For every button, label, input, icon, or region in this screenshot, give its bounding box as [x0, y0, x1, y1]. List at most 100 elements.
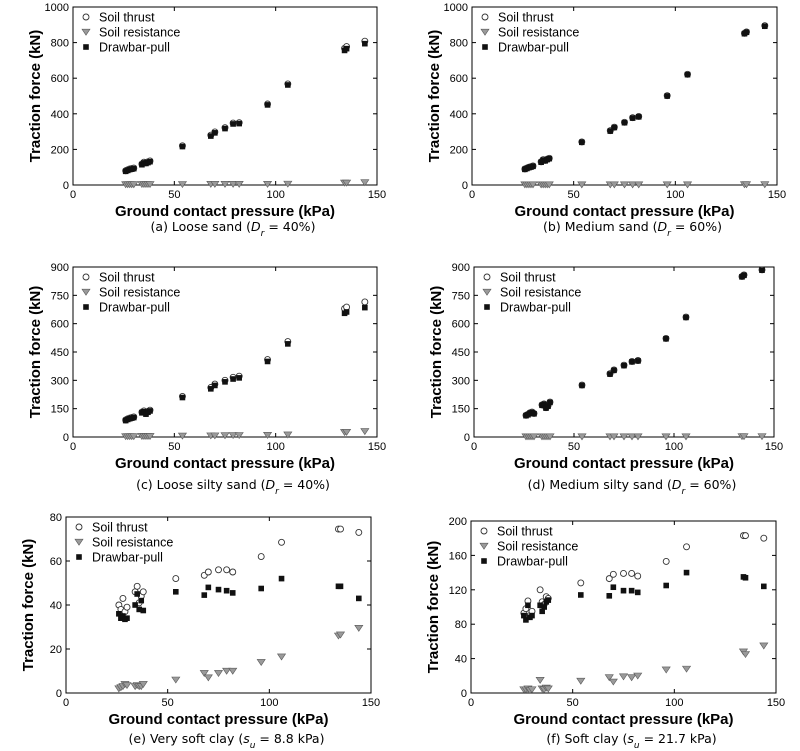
series-drawbar-pull — [522, 23, 768, 173]
legend-label: Drawbar-pull — [99, 301, 170, 315]
soil-resistance-point — [661, 433, 671, 441]
soil-resistance-point — [256, 659, 266, 666]
series-drawbar-pull — [122, 40, 368, 175]
y-tick-label: 20 — [50, 644, 62, 656]
legend-item: Soil thrust — [82, 11, 155, 25]
soil-thrust-point — [278, 538, 285, 546]
soil-resistance-point — [262, 181, 273, 188]
series-soil-thrust — [115, 525, 363, 616]
soil-thrust-point — [204, 568, 212, 576]
soil-resistance-point — [577, 181, 587, 189]
x-tick-label: 150 — [368, 441, 386, 453]
legend-label: Soil thrust — [500, 271, 556, 285]
legend-label: Soil thrust — [99, 11, 155, 25]
drawbar-pull-point — [173, 589, 179, 595]
legend-marker-soil-resistance — [74, 538, 84, 546]
drawbar-pull-point — [607, 128, 614, 134]
caption-sub: r — [682, 487, 687, 497]
legend-label: Soil thrust — [92, 521, 148, 535]
legend-marker-soil-thrust — [82, 273, 90, 281]
drawbar-pull-point — [285, 82, 291, 88]
y-tick-label: 750 — [51, 290, 69, 302]
drawbar-pull-point — [337, 583, 344, 590]
y-tick-label: 600 — [452, 319, 470, 331]
y-tick-label: 120 — [449, 585, 467, 597]
x-tick-label: 100 — [666, 189, 684, 201]
soil-resistance-point — [757, 433, 767, 441]
drawbar-pull-point — [683, 314, 689, 321]
caption-suffix: = 60%) — [685, 477, 736, 492]
chart-panel-c: 0 50 100 150 0 150 300 450 600 750 900 Ground conta… — [27, 262, 386, 497]
soil-resistance-point — [661, 666, 671, 674]
drawbar-pull-point — [521, 612, 527, 619]
y-axis-label: Traction force (kN) — [426, 30, 443, 163]
legend-marker-soil-resistance — [482, 288, 492, 296]
drawbar-pull-point — [208, 133, 214, 139]
caption-sub: r — [275, 487, 280, 497]
legend-marker-soil-resistance — [480, 28, 490, 36]
plot-frame — [470, 520, 777, 694]
soil-resistance-point — [283, 431, 293, 439]
drawbar-pull-point — [635, 114, 642, 120]
drawbar-pull-point — [236, 120, 242, 127]
x-tick-label: 0 — [70, 441, 76, 453]
caption-suffix: = 60%) — [671, 219, 722, 234]
y-tick-label: 200 — [51, 144, 69, 156]
drawbar-pull-point — [606, 593, 613, 599]
soil-resistance-point — [199, 670, 209, 677]
x-tick-label: 150 — [768, 189, 786, 201]
soil-resistance-point — [360, 428, 370, 436]
y-tick-label: 300 — [51, 375, 69, 387]
soil-resistance-point — [210, 432, 220, 440]
chart-panel-d: 0 50 100 150 0 150 300 450 600 750 900 Ground conta… — [428, 262, 783, 497]
legend-item: Drawbar-pull — [83, 301, 170, 315]
y-tick-label: 900 — [452, 262, 470, 274]
drawbar-pull-point — [215, 586, 222, 593]
soil-resistance-point — [354, 624, 364, 632]
drawbar-pull-point — [664, 93, 670, 99]
y-tick-label: 300 — [452, 375, 470, 387]
x-tick-label: 150 — [368, 189, 386, 201]
y-tick-label: 800 — [51, 38, 69, 50]
chart-panel-e: 0 50 100 150 0 20 40 60 80 Ground contact pressur… — [20, 512, 380, 751]
drawbar-pull-point — [208, 386, 214, 392]
soil-resistance-point — [633, 672, 643, 680]
y-tick-label: 0 — [63, 180, 69, 192]
y-tick-label: 750 — [452, 290, 470, 302]
legend-label: Drawbar-pull — [99, 41, 170, 55]
drawbar-pull-point — [201, 592, 208, 598]
series-soil-resistance — [121, 179, 370, 189]
legend-label: Soil thrust — [498, 11, 554, 25]
y-axis-label: Traction force (kN) — [27, 30, 44, 163]
drawbar-pull-point — [530, 163, 536, 170]
soil-resistance-point — [527, 686, 537, 694]
soil-resistance-point — [577, 433, 587, 441]
x-tick-label: 50 — [168, 441, 180, 453]
drawbar-pull-point — [131, 414, 137, 421]
legend-label: Drawbar-pull — [500, 301, 571, 315]
series-soil-resistance — [121, 428, 370, 441]
caption-suffix: = 21.7 kPa) — [640, 731, 717, 746]
soil-resistance-point — [234, 432, 244, 440]
drawbar-pull-point — [578, 592, 584, 598]
drawbar-pull-point — [222, 125, 228, 132]
soil-resistance-point — [618, 673, 629, 681]
legend-item: Drawbar-pull — [482, 41, 569, 55]
drawbar-pull-point — [579, 139, 585, 146]
legend-item: Soil resistance — [482, 286, 581, 300]
x-axis-label: Ground contact pressure (kPa) — [115, 203, 335, 220]
panel-caption: (d) Medium silty sand (Dr = 60%) — [528, 477, 737, 497]
drawbar-pull-point — [742, 574, 749, 581]
drawbar-pull-point — [741, 272, 747, 279]
x-tick-label: 100 — [266, 441, 284, 453]
legend-label: Drawbar-pull — [92, 551, 163, 565]
y-tick-label: 40 — [455, 654, 467, 666]
x-tick-label: 100 — [260, 697, 278, 709]
caption-prefix: (a) Loose sand ( — [151, 219, 251, 234]
y-tick-label: 400 — [51, 109, 69, 121]
soil-resistance-point — [681, 433, 691, 441]
legend-label: Drawbar-pull — [498, 41, 569, 55]
soil-resistance-point — [234, 181, 244, 188]
soil-resistance-point — [177, 181, 188, 189]
